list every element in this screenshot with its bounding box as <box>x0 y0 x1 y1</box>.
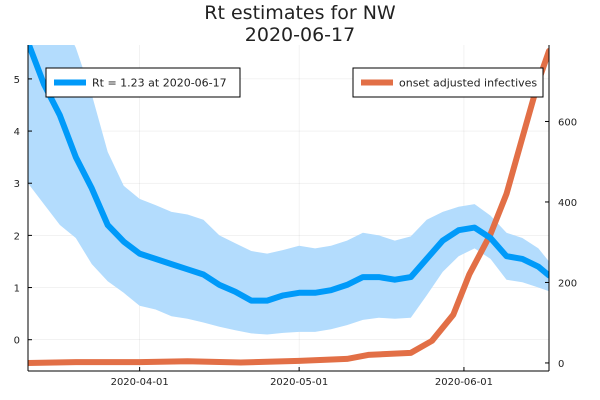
y-right-tick-label: 600 <box>558 117 577 128</box>
y-left-tick-label: 1 <box>14 284 20 295</box>
y-right-tick-label: 200 <box>558 278 577 289</box>
rt-line <box>28 45 549 304</box>
infectives-line <box>28 48 549 366</box>
chart-title-line-1: Rt estimates for NW <box>204 2 396 24</box>
legend-rt-box <box>45 67 241 98</box>
legend-infectives: onset adjusted infectives <box>352 67 544 98</box>
tick-labels: 2020-04-01 2020-05-01 2020-06-01 0 1 2 3 4 5 0 200… <box>14 75 577 388</box>
y-left-tick-label: 2 <box>14 231 20 242</box>
x-tick-label: 2020-05-01 <box>270 377 328 388</box>
y-left-tick-label: 4 <box>14 127 20 138</box>
x-tick-label: 2020-04-01 <box>111 377 169 388</box>
x-tick-label: 2020-06-01 <box>435 377 493 388</box>
rt-credible-band <box>28 45 549 335</box>
y-left-tick-label: 3 <box>14 179 20 190</box>
rt-uncertainty-band <box>28 45 549 335</box>
legend-infectives-label: onset adjusted infectives <box>399 77 537 90</box>
legends: Rt = 1.23 at 2020-06-17 onset adjusted in… <box>45 67 544 98</box>
chart-title-line-2: 2020-06-17 <box>244 24 356 46</box>
legend-rt-label: Rt = 1.23 at 2020-06-17 <box>92 77 227 90</box>
y-left-tick-label: 5 <box>14 75 20 86</box>
y-right-tick-label: 400 <box>558 198 577 209</box>
y-right-tick-label: 0 <box>558 359 564 370</box>
legend-rt: Rt = 1.23 at 2020-06-17 <box>45 67 241 98</box>
series-lines <box>28 45 549 366</box>
y-left-tick-label: 0 <box>14 336 20 347</box>
axes-frame <box>27 45 550 372</box>
